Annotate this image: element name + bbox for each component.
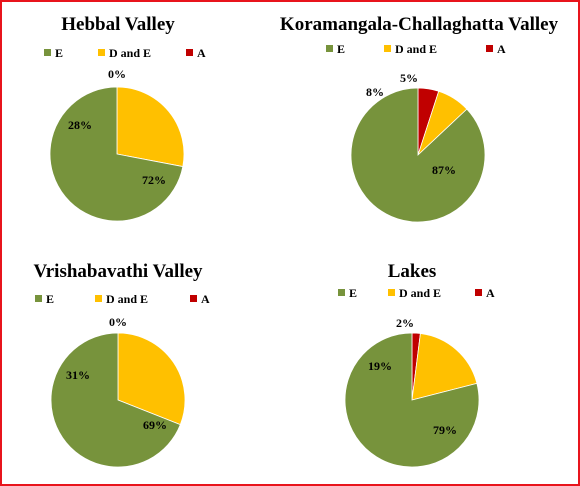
chart-title: Lakes xyxy=(388,261,437,282)
legend-label-e: E xyxy=(55,46,63,60)
legend-swatch-a xyxy=(186,49,193,56)
data-label-e: 87% xyxy=(432,163,456,177)
legend-label-e: E xyxy=(46,292,54,306)
legend-label-a: A xyxy=(486,286,495,300)
pie-slice-d-and-e xyxy=(411,333,478,401)
legend-swatch-d-and-e xyxy=(384,45,391,52)
legend-label-a: A xyxy=(201,292,210,306)
data-label-e: 79% xyxy=(433,423,457,437)
pie-slice-d-and-e xyxy=(117,332,186,426)
legend-label-e: E xyxy=(337,42,345,56)
legend-swatch-e xyxy=(338,289,345,296)
data-label-a: 0% xyxy=(109,315,127,329)
legend-swatch-d-and-e xyxy=(95,295,102,302)
pie-chart-vrishabavathi-valley: Vrishabavathi Valley E D and E A 69% 31% 0% xyxy=(33,261,210,468)
chart-title: Vrishabavathi Valley xyxy=(33,261,203,282)
pie-slice-e xyxy=(50,332,181,468)
legend-swatch-a xyxy=(486,45,493,52)
legend-swatch-d-and-e xyxy=(388,289,395,296)
legend-label-d-and-e: D and E xyxy=(399,286,441,300)
legend-swatch-e xyxy=(326,45,333,52)
pie-slice-d-and-e xyxy=(116,86,185,168)
pie-slice-e xyxy=(344,332,480,468)
legend-swatch-e xyxy=(44,49,51,56)
data-label-e: 69% xyxy=(143,418,167,432)
chart-title: Koramangala-Challaghatta Valley xyxy=(280,14,559,35)
legend-swatch-e xyxy=(35,295,42,302)
pie-slice-e xyxy=(49,86,184,222)
data-label-d-and-e: 28% xyxy=(68,118,92,132)
legend-swatch-d-and-e xyxy=(98,49,105,56)
pie-chart-hebbal-valley: Hebbal Valley E D and E A 72% 28% 0% xyxy=(44,14,206,222)
legend-label-a: A xyxy=(197,46,206,60)
legend-swatch-a xyxy=(475,289,482,296)
legend-label-e: E xyxy=(349,286,357,300)
data-label-e: 72% xyxy=(142,173,166,187)
legend-label-d-and-e: D and E xyxy=(109,46,151,60)
legend-swatch-a xyxy=(190,295,197,302)
data-label-d-and-e: 19% xyxy=(368,359,392,373)
pie-slice-e xyxy=(350,87,486,223)
legend-label-a: A xyxy=(497,42,506,56)
data-label-d-and-e: 8% xyxy=(366,85,384,99)
legend-label-d-and-e: D and E xyxy=(106,292,148,306)
chart-title: Hebbal Valley xyxy=(61,14,175,35)
data-label-a: 0% xyxy=(108,67,126,81)
pie-chart-lakes: Lakes E D and E A 79% 19% 2% xyxy=(338,261,495,468)
pie-chart-koramangala-challaghatta-valley: Koramangala-Challaghatta Valley E D and E A… xyxy=(280,14,559,223)
data-label-a: 5% xyxy=(400,71,418,85)
data-label-d-and-e: 31% xyxy=(66,368,90,382)
data-label-a: 2% xyxy=(396,316,414,330)
legend-label-d-and-e: D and E xyxy=(395,42,437,56)
